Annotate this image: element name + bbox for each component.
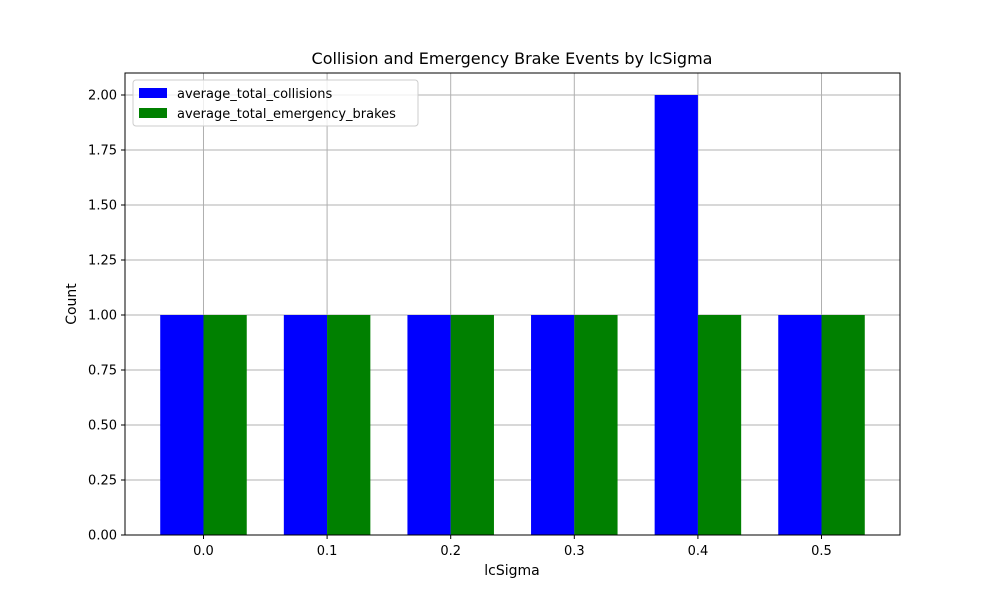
x-tick-label: 0.1 xyxy=(317,544,338,559)
bar-average_total_emergency_brakes xyxy=(821,315,865,535)
x-tick-label: 0.5 xyxy=(811,544,832,559)
legend-swatch xyxy=(139,108,167,118)
y-tick-label: 0.50 xyxy=(88,419,117,434)
bar-average_total_collisions xyxy=(654,95,698,535)
legend-label: average_total_emergency_brakes xyxy=(177,107,396,122)
legend-label: average_total_collisions xyxy=(177,87,332,102)
bar-average_total_emergency_brakes xyxy=(697,315,742,535)
y-tick-label: 1.00 xyxy=(88,309,117,324)
y-tick-label: 1.50 xyxy=(88,199,117,214)
bar-average_total_emergency_brakes xyxy=(450,315,494,535)
bar-average_total_emergency_brakes xyxy=(203,315,247,535)
y-tick-label: 0.25 xyxy=(88,474,117,489)
y-tick-label: 1.25 xyxy=(88,254,117,269)
bar-average_total_emergency_brakes xyxy=(574,315,618,535)
bar-average_total_collisions xyxy=(778,315,822,535)
bar-average_total_collisions xyxy=(160,315,204,535)
y-tick-label: 2.00 xyxy=(88,89,117,104)
x-tick-label: 0.3 xyxy=(564,544,585,559)
legend-swatch xyxy=(139,88,167,98)
bar-average_total_collisions xyxy=(531,315,575,535)
y-tick-label: 0.00 xyxy=(88,529,117,544)
y-tick-label: 0.75 xyxy=(88,364,117,379)
bar-average_total_collisions xyxy=(283,315,328,535)
y-axis-label: Count xyxy=(64,283,80,325)
chart-title: Collision and Emergency Brake Events by … xyxy=(312,49,713,68)
legend-box xyxy=(132,79,419,127)
bar-average_total_emergency_brakes xyxy=(327,315,371,535)
ticks: 0.00 0.25 0.50 0.75 1.00 1.25 1.50 1.75 2.00 0.0 0… xyxy=(88,89,832,560)
bar-average_total_collisions xyxy=(407,315,451,535)
x-tick-label: 0.4 xyxy=(688,544,709,559)
x-axis-label: lcSigma xyxy=(484,563,539,579)
legend: average_total_collisions average_total_em… xyxy=(132,79,419,127)
bars xyxy=(160,95,865,535)
plot-area-frame xyxy=(124,72,901,536)
x-tick-label: 0.0 xyxy=(193,544,214,559)
y-tick-label: 1.75 xyxy=(88,144,117,159)
x-tick-label: 0.2 xyxy=(440,544,461,559)
